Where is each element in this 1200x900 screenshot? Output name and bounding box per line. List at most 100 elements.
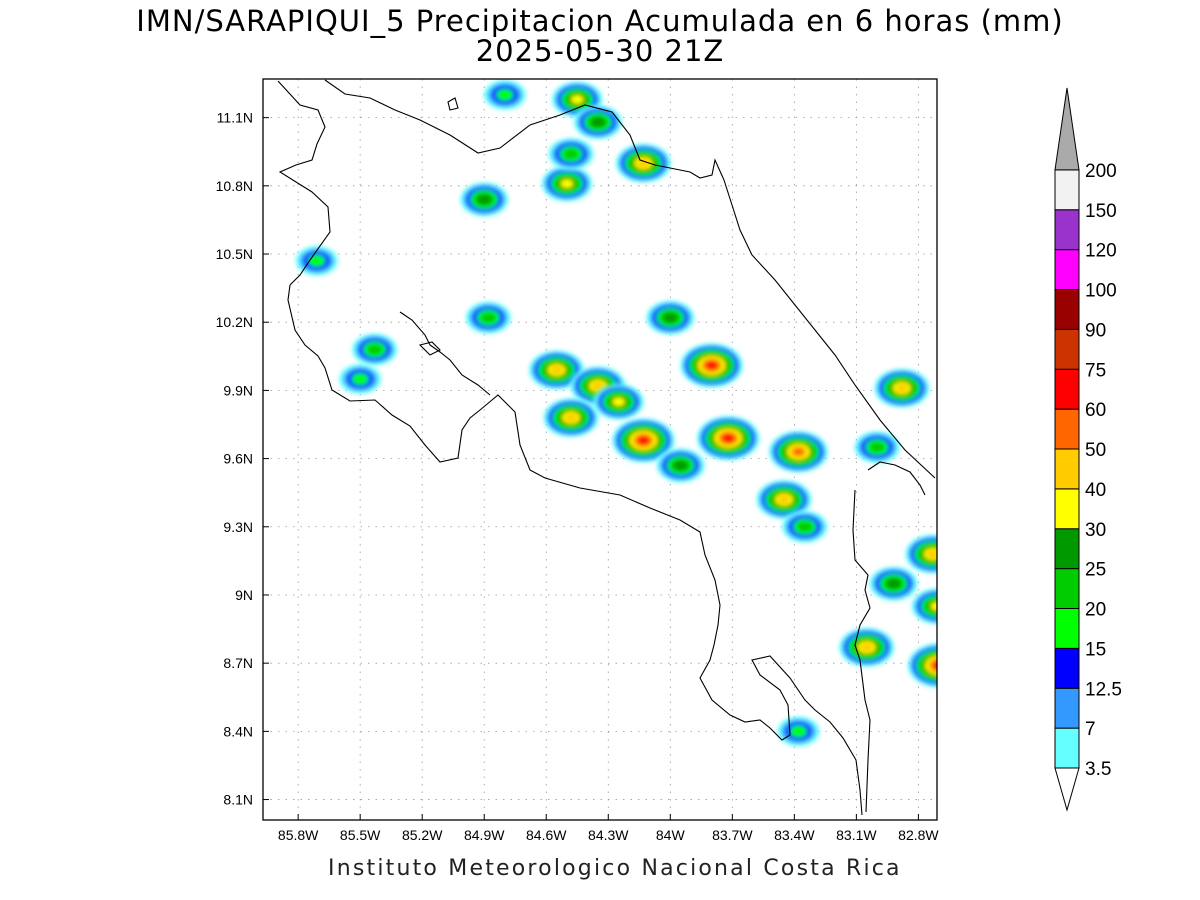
lon-tick-label: 83.7W [712, 827, 753, 843]
map-subtitle-date: 2025-05-30 21Z [475, 34, 725, 68]
precip-contour [797, 521, 813, 533]
precip-cell [656, 448, 705, 483]
lat-tick-label: 8.7N [223, 655, 253, 671]
lon-tick-label: 83.4W [774, 827, 815, 843]
colorbar-swatch [1054, 87, 1080, 171]
colorbar-swatch [1054, 408, 1080, 450]
colorbar-label: 120 [1085, 241, 1117, 262]
precip-contour [777, 495, 791, 504]
map-title: IMN/SARAPIQUI_5 Precipitacion Acumulada … [136, 4, 1064, 38]
precip-contour [895, 383, 908, 393]
footer-credit: Instituto Meteorologico Nacional Costa R… [328, 856, 902, 881]
precip-contour [705, 361, 718, 370]
lat-tick-label: 9.6N [223, 451, 253, 467]
precip-contour [792, 447, 805, 456]
lat-tick-label: 8.4N [223, 723, 253, 739]
colorbar-label: 7 [1085, 719, 1096, 740]
lat-tick-label: 10.5N [216, 246, 253, 262]
lon-tick-label: 84W [656, 827, 686, 843]
colorbar-swatch [1054, 289, 1080, 330]
colorbar-swatch [1054, 528, 1080, 570]
precip-contour [591, 117, 605, 128]
precip-contour [477, 194, 492, 205]
lake-nicaragua-shore [324, 79, 725, 181]
lon-tick-label: 85.5W [340, 827, 381, 843]
colorbar-swatch [1054, 209, 1080, 251]
colorbar-label: 15 [1085, 639, 1106, 660]
colorbar-swatch [1054, 647, 1080, 689]
lon-tick-label: 85.8W [278, 827, 319, 843]
precip-cell [646, 300, 695, 335]
colorbar-label: 100 [1085, 281, 1117, 302]
lon-tick-label: 83.1W [836, 827, 877, 843]
precip-cell [541, 165, 593, 202]
colorbar-label: 3.5 [1085, 759, 1111, 780]
precip-contour [930, 601, 937, 611]
precip-cell [465, 301, 511, 334]
coastline [277, 79, 936, 816]
precip-contour [480, 312, 496, 324]
precip-cell [593, 383, 644, 420]
nicaragua-border-line [277, 80, 331, 286]
colorbar-label: 20 [1085, 600, 1106, 621]
precip-cell [911, 588, 937, 625]
colorbar-legend: 3.5 7 12.5 15 20 25 30 40 50 60 75 90 100 120 150 200 [1054, 87, 1122, 812]
lon-tick-label: 84.6W [526, 827, 567, 843]
precip-cell [907, 643, 937, 688]
map-frame [262, 78, 938, 821]
colorbar-swatch [1054, 488, 1080, 530]
precip-cell [839, 627, 895, 667]
lat-tick-label: 10.8N [216, 178, 253, 194]
precip-contour [722, 434, 734, 443]
precip-contour [367, 344, 383, 355]
precip-contour [933, 661, 937, 670]
precip-contour [564, 413, 578, 423]
lon-tick-label: 85.2W [402, 827, 443, 843]
precip-cell [483, 80, 526, 110]
colorbar-swatch [1054, 608, 1080, 649]
precip-contour [591, 381, 605, 391]
precip-contour [560, 179, 574, 189]
lat-tick-label: 9.9N [223, 382, 253, 398]
lat-tick-label: 9N [235, 587, 253, 603]
precip-contour [637, 158, 650, 168]
lon-tick-label: 84.3W [588, 827, 629, 843]
precip-contour [790, 725, 807, 738]
panama-border-line [852, 461, 926, 813]
precipitation-field [295, 80, 937, 747]
lat-tick-label: 10.2N [216, 314, 253, 330]
colorbar-swatch [1054, 328, 1080, 370]
lon-tick-label: 82.8W [898, 827, 939, 843]
precip-contour [930, 659, 937, 672]
precip-contour [351, 373, 369, 385]
isla-chira [418, 341, 441, 356]
precip-contour [886, 578, 901, 589]
colorbar-swatch [1054, 687, 1080, 729]
colorbar-label: 30 [1085, 520, 1106, 541]
precip-cell [869, 566, 918, 601]
gulf-of-nicoya-shore [399, 311, 491, 396]
colorbar-swatch [1054, 568, 1080, 609]
precip-cell [905, 534, 937, 574]
lat-tick-label: 9.3N [223, 519, 253, 535]
precip-cell [548, 137, 594, 171]
precip-contour [926, 549, 937, 559]
colorbar-label: 50 [1085, 440, 1106, 461]
precip-cell [854, 431, 900, 464]
precip-cell [543, 398, 599, 438]
lon-tick-label: 84.9W [464, 827, 505, 843]
precip-cell [615, 143, 671, 183]
precip-cell [696, 416, 760, 461]
colorbar-lower-arrow [1054, 767, 1080, 812]
precip-contour [612, 397, 625, 407]
precip-cell [295, 245, 338, 276]
colorbar-label: 200 [1085, 161, 1117, 182]
lat-tick-label: 11.1N [217, 110, 253, 126]
isla-ometepe [447, 97, 459, 111]
colorbar-label: 40 [1085, 480, 1106, 501]
precip-contour [663, 312, 678, 323]
precip-cell [573, 105, 622, 140]
colorbar-swatch [1054, 448, 1080, 490]
colorbar-swatch [1054, 727, 1080, 769]
